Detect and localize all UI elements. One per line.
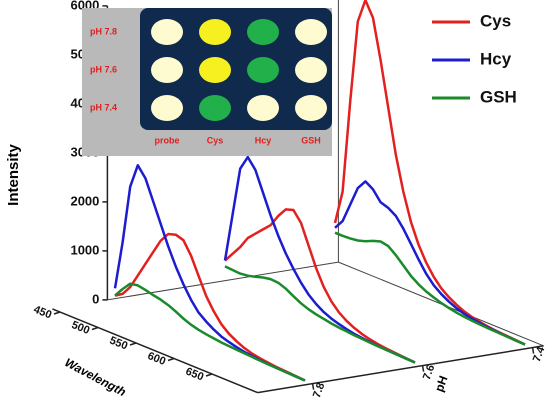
x-tick [205,373,213,377]
inset-row-label: pH 7.6 [90,64,117,74]
well [199,95,231,121]
y-tick-label: 0 [92,291,99,306]
spectrum-line [334,180,526,346]
x-axis-line [52,308,258,394]
spectrum-line [224,208,416,364]
spectrum-line [223,155,416,364]
well [295,57,327,83]
well [151,19,183,45]
well [247,95,279,121]
legend-label: GSH [480,87,517,106]
inset-column-label: Hcy [255,135,272,145]
inset-column-label: GSH [301,135,321,145]
back-floor-edge [107,261,339,301]
z-tick-label: 7.4 [531,344,548,363]
x-tick [91,326,99,331]
well [199,19,231,45]
x-axis-title: Wavelength [62,355,128,399]
inset-plate [140,8,332,130]
inset-column-label: probe [154,135,179,145]
x-tick [167,357,175,362]
z-tick-label: 7.6 [421,363,438,381]
well [247,57,279,83]
x-tick-label: 650 [184,365,206,383]
well [247,19,279,45]
z-axis-title: pH [432,374,451,394]
spectrum-line [114,232,306,382]
well [295,95,327,121]
z-tick [311,383,315,390]
x-tick-label: 450 [32,303,54,321]
y-tick-label: 1000 [70,242,99,257]
legend-label: Hcy [480,49,512,68]
x-tick-label: 550 [108,334,130,352]
x-tick [129,342,137,346]
z-axis-line [257,345,544,394]
well [199,57,231,83]
spectrum-line [224,265,416,364]
inset-row-label: pH 7.8 [90,26,117,36]
x-tick-label: 600 [146,350,168,368]
well [151,57,183,83]
well [151,95,183,121]
x-tick [53,311,61,315]
x-tick-label: 500 [70,319,92,337]
well [295,19,327,45]
z-tick [531,347,535,354]
y-axis-title: Intensity [5,144,22,206]
y-tick-label: 2000 [70,193,99,208]
z-tick [421,365,425,372]
spectrum-line [334,231,526,346]
inset-row-label: pH 7.4 [90,102,117,112]
spectrum-line [113,164,306,382]
spectrum-line [114,282,306,382]
inset-column-label: Cys [207,135,224,145]
legend-label: Cys [480,11,511,30]
z-tick-label: 7.8 [311,381,328,399]
